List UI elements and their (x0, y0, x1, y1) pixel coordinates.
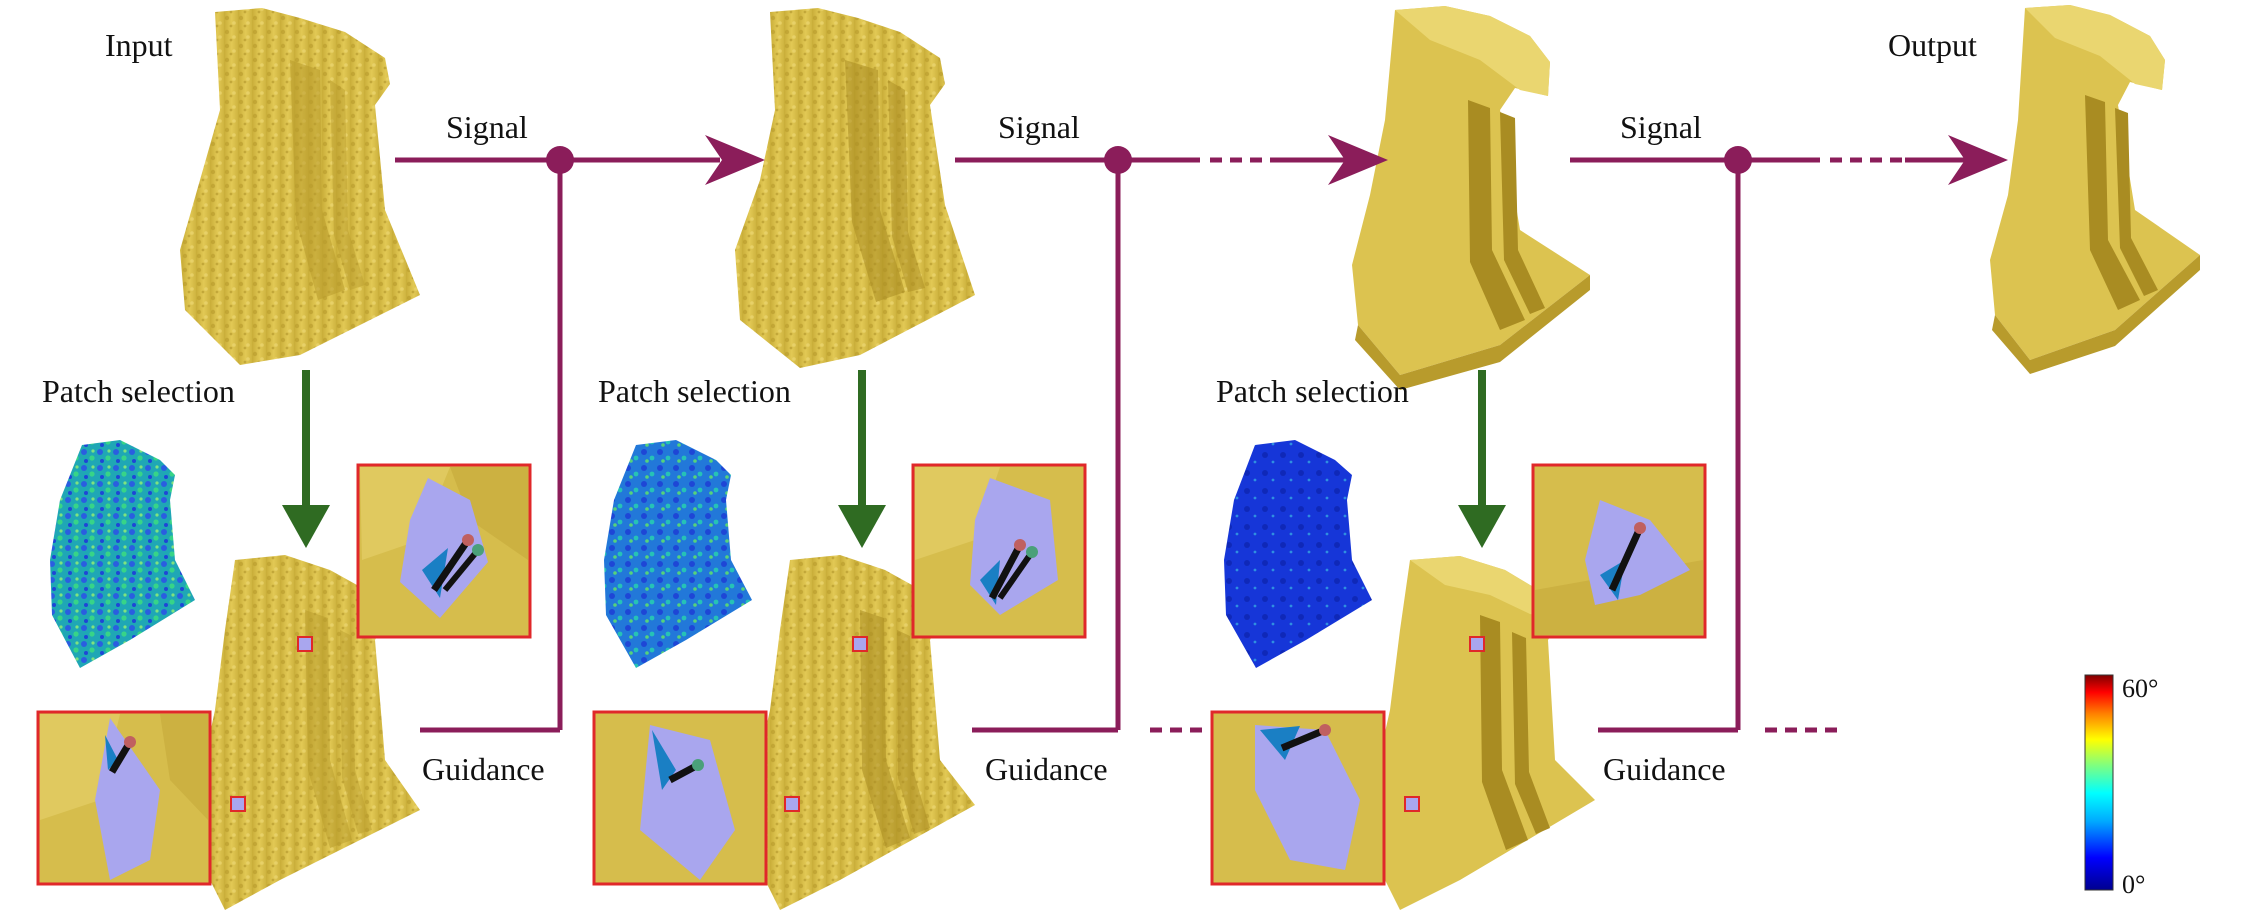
signal-junction-3 (1724, 146, 1752, 174)
patch-selection-label-2: Patch selection (598, 373, 791, 409)
signal-junction-1 (546, 146, 574, 174)
colorbar-min-label: 0° (2122, 870, 2145, 899)
output-mesh (1990, 5, 2200, 374)
signal-junction-2 (1104, 146, 1132, 174)
patch-selection-arrows (282, 370, 1506, 548)
signal-arrowhead-1 (705, 135, 765, 185)
input-label: Input (105, 27, 173, 63)
guided-mesh-3 (1372, 556, 1595, 910)
input-mesh (180, 8, 420, 365)
signal-arrowhead-3 (1948, 135, 2008, 185)
zoom-inset-3a (1531, 463, 1707, 639)
guided-mesh-1 (198, 555, 420, 910)
signal-flow-2 (955, 157, 1345, 733)
zoom-inset-3b (1210, 710, 1386, 886)
patch-selection-label-1: Patch selection (42, 373, 235, 409)
zoom-inset-2a (911, 463, 1087, 639)
patch-selection-label-3: Patch selection (1216, 373, 1409, 409)
colorbar-max-label: 60° (2122, 674, 2158, 703)
guidance-label-3: Guidance (1603, 751, 1726, 787)
signal-label-2: Signal (998, 109, 1080, 145)
zoom-inset-2b (592, 710, 768, 886)
output-label: Output (1888, 27, 1977, 63)
error-map-2 (604, 440, 752, 668)
colorbar (2084, 674, 2114, 891)
zoom-markers (230, 636, 1485, 812)
intermediate-mesh-1 (735, 8, 975, 368)
signal-arrowhead-2 (1328, 135, 1388, 185)
guided-mesh-2 (752, 555, 975, 910)
error-map-3 (1224, 440, 1372, 668)
guidance-label-1: Guidance (422, 751, 545, 787)
signal-label-1: Signal (446, 109, 528, 145)
signal-label-3: Signal (1620, 109, 1702, 145)
zoom-inset-1a (356, 463, 532, 639)
error-map-1 (50, 440, 195, 668)
zoom-inset-1b (36, 710, 212, 886)
signal-flow-3 (1570, 157, 1965, 733)
guidance-label-2: Guidance (985, 751, 1108, 787)
intermediate-mesh-2 (1352, 6, 1590, 390)
